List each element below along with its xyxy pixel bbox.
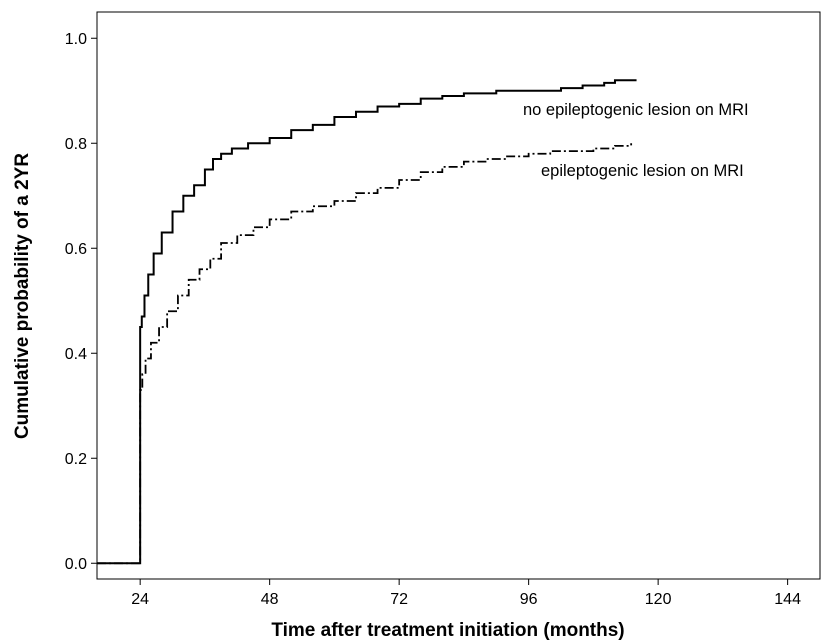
y-tick-label: 0.4 bbox=[65, 346, 87, 363]
y-tick-label: 0.6 bbox=[65, 241, 87, 258]
y-tick-label: 0.8 bbox=[65, 136, 87, 153]
series-line-lesion bbox=[97, 143, 633, 565]
y-tick-label: 0.2 bbox=[65, 451, 87, 468]
y-tick-label: 1.0 bbox=[65, 31, 87, 48]
series-line-no-lesion bbox=[97, 79, 637, 565]
x-axis-title: Time after treatment initiation (months) bbox=[271, 620, 624, 641]
plot-frame bbox=[96, 11, 821, 580]
x-tick-label: 120 bbox=[645, 591, 672, 608]
series-label-no-lesion: no epileptogenic lesion on MRI bbox=[523, 101, 749, 119]
series-lines bbox=[97, 79, 637, 565]
y-axis-title: Cumulative probability of a 2YR bbox=[12, 153, 33, 439]
x-tick-label: 144 bbox=[774, 591, 801, 608]
x-tick-label: 48 bbox=[261, 591, 279, 608]
x-tick-label: 72 bbox=[390, 591, 408, 608]
x-tick-label: 96 bbox=[520, 591, 538, 608]
x-tick-label: 24 bbox=[131, 591, 149, 608]
y-tick-label: 0.0 bbox=[65, 556, 87, 573]
series-label-lesion: epileptogenic lesion on MRI bbox=[541, 162, 744, 180]
y-axis-ticks: 0.0 0.2 0.4 0.6 0.8 1.0 bbox=[65, 31, 97, 573]
x-axis-ticks: 24 48 72 96 120 144 bbox=[131, 579, 801, 608]
